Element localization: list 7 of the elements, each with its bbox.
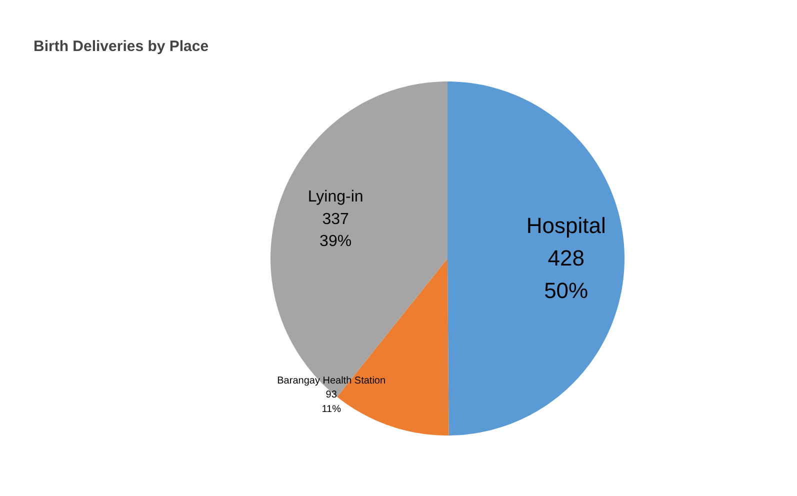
text: Birth Deliveries by Place xyxy=(34,38,209,55)
slice-label: Hospital xyxy=(526,213,606,238)
data-label: 428 50% xyxy=(544,246,588,304)
data-label: 337 39% xyxy=(320,210,352,250)
data-label: 93 11% xyxy=(322,390,342,416)
slice-label: Lying-in xyxy=(308,188,364,206)
slice-label: Barangay Health Station xyxy=(277,375,386,386)
